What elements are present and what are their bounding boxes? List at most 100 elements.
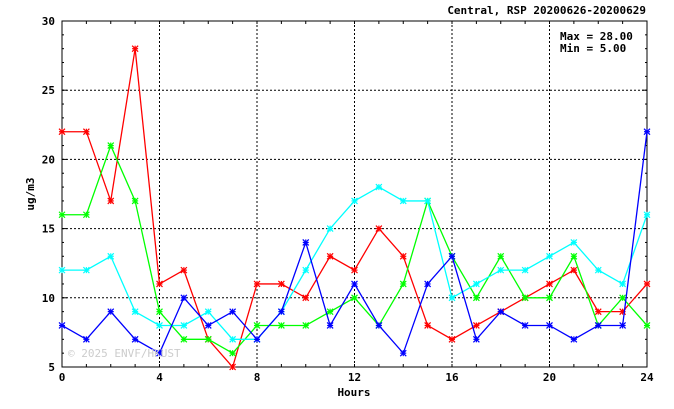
data-point [643, 211, 651, 219]
data-point [302, 294, 310, 302]
data-point [448, 335, 456, 343]
data-point [546, 322, 553, 329]
data-point [156, 308, 163, 316]
chart-title: Central, RSP 20200626-20200629 [447, 4, 646, 17]
data-point [131, 197, 139, 205]
data-point [497, 252, 505, 260]
data-point [546, 280, 553, 288]
data-point [546, 294, 553, 302]
data-point [399, 197, 407, 205]
data-point [204, 322, 212, 329]
x-tick-label: 24 [640, 371, 654, 384]
data-point [643, 280, 651, 288]
data-point [277, 322, 285, 329]
data-point [424, 322, 432, 329]
x-tick-label: 4 [156, 371, 163, 384]
data-point [107, 308, 115, 316]
data-point [570, 335, 578, 343]
data-point [180, 294, 188, 302]
data-point [82, 335, 90, 343]
data-point [448, 294, 456, 302]
data-point [229, 335, 237, 343]
data-point [472, 280, 480, 288]
data-point [58, 128, 66, 136]
y-tick-label: 25 [42, 84, 55, 97]
data-point [131, 45, 139, 53]
data-point [253, 322, 261, 329]
data-point [570, 252, 578, 260]
data-point [351, 266, 358, 274]
data-point [594, 308, 602, 316]
data-point [570, 239, 578, 246]
series-1 [58, 45, 651, 371]
data-point [521, 294, 529, 302]
data-point [375, 322, 383, 329]
data-point [448, 252, 456, 260]
data-point [326, 322, 334, 329]
data-point [229, 349, 237, 357]
data-point [497, 266, 505, 274]
data-point [643, 128, 651, 136]
x-axis-label: Hours [337, 386, 370, 399]
data-point [326, 225, 334, 233]
data-point [82, 266, 90, 274]
data-point [58, 322, 66, 329]
data-point [156, 280, 163, 288]
data-point [253, 280, 261, 288]
axis-ticks: 0 4 8 12 16 20 24 5 10 15 20 25 30 [42, 15, 654, 384]
data-point [229, 308, 237, 316]
data-point [399, 252, 407, 260]
data-point [131, 308, 139, 316]
data-point [131, 335, 139, 343]
data-point [302, 322, 310, 329]
min-annotation: Min = 5.00 [560, 42, 626, 55]
data-point [351, 280, 358, 288]
data-point [619, 322, 627, 329]
y-axis-label: ug/m3 [24, 177, 37, 210]
data-point [277, 280, 285, 288]
series-2 [58, 142, 651, 357]
data-point [351, 197, 358, 205]
data-point [399, 349, 407, 357]
y-tick-label: 15 [42, 223, 55, 236]
data-point [82, 128, 90, 136]
data-point [58, 211, 66, 219]
data-point [277, 308, 285, 316]
y-tick-label: 10 [42, 292, 55, 305]
x-tick-label: 16 [445, 371, 459, 384]
data-point [204, 308, 212, 316]
data-point [82, 211, 90, 219]
x-tick-label: 0 [59, 371, 66, 384]
data-point [107, 252, 115, 260]
x-tick-label: 20 [543, 371, 556, 384]
data-point [570, 266, 578, 274]
data-point [351, 294, 358, 302]
data-point [521, 266, 529, 274]
series-group [58, 45, 651, 371]
data-point [424, 280, 432, 288]
data-point [326, 252, 334, 260]
data-point [180, 322, 188, 329]
data-point [156, 322, 163, 329]
x-tick-label: 8 [254, 371, 261, 384]
series-4 [58, 128, 651, 357]
data-point [399, 280, 407, 288]
data-point [156, 349, 163, 357]
data-point [546, 252, 553, 260]
data-point [253, 335, 261, 343]
data-point [472, 294, 480, 302]
y-tick-label: 5 [48, 361, 55, 374]
x-tick-label: 12 [348, 371, 361, 384]
data-point [594, 322, 602, 329]
data-point [472, 335, 480, 343]
data-point [229, 363, 237, 371]
data-point [302, 239, 310, 246]
y-tick-label: 30 [42, 15, 55, 28]
max-annotation: Max = 28.00 [560, 30, 633, 43]
data-point [375, 183, 383, 191]
data-point [302, 266, 310, 274]
data-point [472, 322, 480, 329]
data-point [107, 142, 115, 149]
data-point [619, 294, 627, 302]
